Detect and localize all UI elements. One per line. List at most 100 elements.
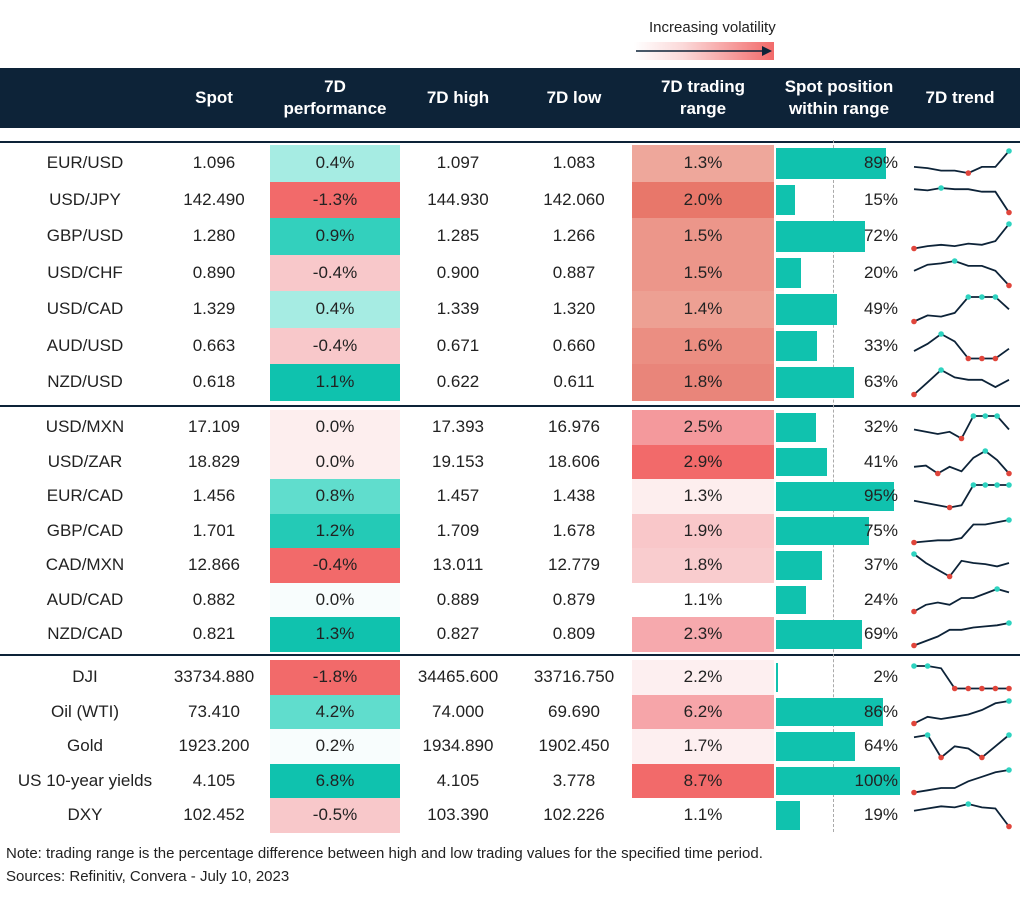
trend-line (913, 484, 1009, 509)
trend-high-marker (994, 413, 1000, 419)
performance-cell-bg (270, 798, 400, 833)
performance-cell-bg (270, 145, 400, 182)
range-cell-bg (632, 181, 774, 218)
spot-position-label: 64% (863, 736, 898, 756)
spot-position-label: 100% (854, 770, 898, 790)
spot-position-bar (776, 447, 827, 476)
performance-cell-bg (270, 254, 400, 291)
asset-name: EUR/CAD (46, 486, 124, 506)
header-7d-high: 7D high (426, 88, 490, 107)
trend-high-marker (938, 330, 944, 337)
low-value: 1.266 (552, 226, 596, 246)
high-value: 1.285 (436, 226, 480, 246)
group-separator (0, 405, 1020, 407)
range-value: 1.1% (683, 589, 723, 609)
high-value: 0.889 (436, 589, 480, 609)
asset-name: AUD/CAD (46, 589, 124, 609)
asset-name: NZD/USD (47, 372, 123, 392)
low-value: 3.778 (552, 770, 596, 790)
spot-value: 1.096 (192, 153, 236, 173)
trend-high-marker (1006, 697, 1012, 704)
spot-position-bar (776, 551, 822, 580)
trend-low-marker (911, 539, 917, 545)
trend-sparkline (911, 620, 1012, 649)
range-cell-bg (632, 694, 774, 729)
spot-position-bar (776, 184, 795, 215)
trend-low-marker (911, 642, 917, 649)
spot-position-bar (776, 801, 800, 830)
high-value: 0.622 (436, 372, 480, 392)
range-value: 8.7% (683, 770, 723, 790)
spot-position-label: 69% (863, 624, 898, 644)
range-value: 1.5% (683, 262, 723, 282)
trend-high-marker (965, 801, 972, 807)
high-value: 0.827 (436, 624, 480, 644)
trend-sparkline (911, 585, 1010, 614)
range-cell-bg (632, 444, 774, 479)
trend-low-marker (1006, 209, 1012, 215)
low-value: 18.606 (548, 451, 600, 471)
spot-position-label: 32% (863, 417, 898, 437)
high-value: 34465.600 (417, 667, 499, 687)
table-header (0, 68, 1020, 128)
trend-low-marker (1006, 823, 1012, 830)
range-cell-bg (632, 729, 774, 764)
performance-cell-bg (270, 729, 400, 764)
performance-value: -0.4% (312, 335, 358, 355)
trend-line (913, 223, 1010, 250)
low-value: 12.779 (548, 555, 600, 575)
low-value: 142.060 (543, 189, 605, 209)
volatility-gradient-bar (634, 42, 774, 60)
trend-sparkline (911, 766, 1012, 795)
footnote: Note: trading range is the percentage di… (6, 845, 763, 862)
range-value: 6.2% (683, 701, 723, 721)
performance-cell-bg (270, 660, 400, 695)
performance-value: 0.4% (315, 153, 355, 173)
performance-value: 0.0% (315, 417, 355, 437)
header-spot-position: Spot position within range (784, 77, 894, 118)
low-value: 16.976 (548, 417, 600, 437)
range-cell-bg (632, 218, 774, 255)
low-value: 69.690 (548, 701, 600, 721)
performance-value: 0.2% (315, 736, 355, 756)
range-cell-bg (632, 291, 774, 328)
spot-value: 0.618 (192, 372, 236, 392)
asset-name: USD/ZAR (47, 451, 123, 471)
trend-sparkline (913, 257, 1012, 288)
spot-value: 1.701 (192, 520, 236, 540)
trend-line (913, 259, 1010, 286)
spot-value: 73.410 (188, 701, 240, 721)
trend-line (913, 699, 1010, 724)
low-value: 1.438 (552, 486, 596, 506)
performance-value: 1.2% (315, 520, 355, 540)
trend-high-marker (911, 663, 917, 669)
spot-position-label: 33% (863, 335, 898, 355)
trend-line (914, 665, 1009, 690)
spot-position-label: 2% (873, 667, 898, 687)
high-value: 1.339 (436, 299, 480, 319)
spot-position-bar (776, 413, 816, 442)
spot-position-bar (776, 257, 801, 288)
asset-name: NZD/CAD (47, 624, 123, 644)
low-value: 1902.450 (538, 736, 610, 756)
performance-cell-bg (270, 364, 400, 401)
performance-value: 1.3% (315, 624, 355, 644)
trend-high-marker (979, 294, 985, 300)
spot-position-bar (776, 148, 887, 179)
high-value: 103.390 (427, 805, 489, 825)
spot-value: 0.821 (192, 624, 236, 644)
performance-cell-bg (270, 410, 400, 445)
range-cell-bg (632, 798, 774, 833)
performance-value: 4.2% (315, 701, 355, 721)
spot-position-bar (776, 516, 869, 545)
performance-cell-bg (270, 218, 400, 255)
asset-name: AUD/USD (46, 335, 124, 355)
trend-low-marker (979, 685, 985, 692)
performance-value: 0.0% (315, 451, 355, 471)
spot-position-bar (776, 330, 817, 361)
trend-line (913, 622, 1010, 647)
spot-value: 4.105 (192, 770, 236, 790)
spot-value: 0.663 (192, 335, 236, 355)
trend-low-marker (938, 754, 944, 761)
trend-sparkline (911, 663, 1012, 692)
